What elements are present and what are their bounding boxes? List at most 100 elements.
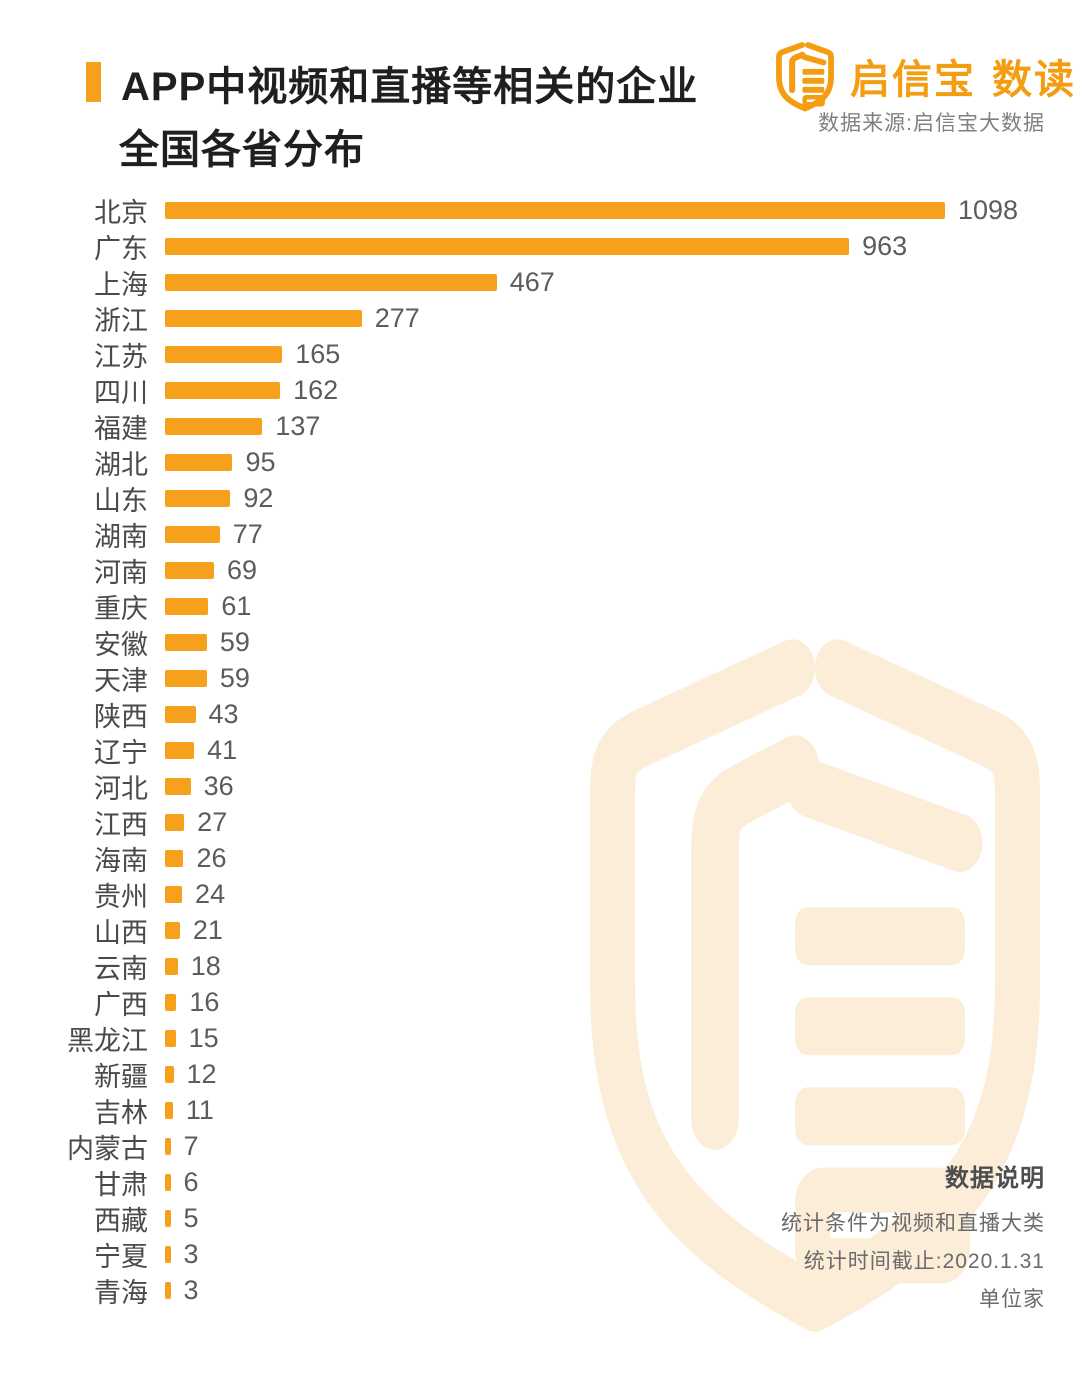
bar — [165, 1245, 171, 1263]
province-label: 北京 — [94, 197, 148, 228]
chart-row: 天津 59 — [0, 660, 1080, 696]
bar-value: 77 — [232, 518, 263, 549]
province-label: 青海 — [94, 1277, 148, 1308]
chart-row: 北京 1098 — [0, 192, 1080, 228]
qixinbao-shield-icon — [776, 42, 834, 112]
data-source-caption: 数据来源:启信宝大数据 — [818, 112, 1045, 135]
chart-row: 贵州 24 — [0, 876, 1080, 912]
notes-line-2: 统计时间截止:2020.1.31 — [803, 1250, 1045, 1273]
chart-row: 陕西 43 — [0, 696, 1080, 732]
province-label: 天津 — [94, 665, 148, 696]
bar — [165, 669, 207, 687]
bar — [165, 1029, 176, 1047]
province-label: 云南 — [94, 953, 148, 984]
data-notes: 数据说明 统计条件为视频和直播大类 统计时间截止:2020.1.31 单位家 — [781, 1158, 1045, 1319]
province-label: 安徽 — [94, 629, 148, 660]
province-label: 湖北 — [94, 449, 148, 480]
province-label: 黑龙江 — [67, 1025, 148, 1056]
bar — [165, 705, 196, 723]
bar-value: 7 — [183, 1130, 199, 1161]
chart-row: 河南 69 — [0, 552, 1080, 588]
bar — [165, 1173, 171, 1191]
brand-name: 启信宝 — [850, 58, 976, 102]
bar-value: 26 — [196, 842, 227, 873]
bar — [165, 453, 233, 471]
bar-value: 43 — [208, 698, 239, 729]
province-label: 西藏 — [94, 1205, 148, 1236]
province-label: 浙江 — [94, 305, 148, 336]
bar-value: 59 — [219, 626, 250, 657]
province-label: 广西 — [94, 989, 148, 1020]
chart-row: 西藏 5 — [0, 1200, 1080, 1236]
chart-row: 浙江 277 — [0, 300, 1080, 336]
bar-value: 36 — [203, 770, 234, 801]
bar-value: 15 — [188, 1022, 219, 1053]
bar-value: 59 — [219, 662, 250, 693]
bar — [165, 1101, 173, 1119]
title-accent-bar — [86, 62, 101, 102]
page-title-line2: 全国各省分布 — [119, 128, 365, 172]
province-label: 宁夏 — [94, 1241, 148, 1272]
bar-value: 467 — [509, 266, 555, 297]
chart-row: 重庆 61 — [0, 588, 1080, 624]
bar-value: 1098 — [958, 194, 1019, 225]
chart-row: 云南 18 — [0, 948, 1080, 984]
bar-value: 69 — [227, 554, 258, 585]
chart-row: 湖北 95 — [0, 444, 1080, 480]
chart-row: 山东 92 — [0, 480, 1080, 516]
bar-value: 92 — [243, 482, 274, 513]
bar-value: 24 — [195, 878, 226, 909]
bar-value: 3 — [183, 1238, 199, 1269]
chart-row: 新疆 12 — [0, 1056, 1080, 1092]
bar — [165, 849, 184, 867]
province-label: 河北 — [94, 773, 148, 804]
bar — [165, 741, 195, 759]
province-label: 辽宁 — [94, 737, 148, 768]
notes-heading: 数据说明 — [945, 1165, 1045, 1192]
chart-row: 吉林 11 — [0, 1092, 1080, 1128]
bar-value: 18 — [190, 950, 221, 981]
chart-row: 海南 26 — [0, 840, 1080, 876]
bar-chart: 北京 1098 广东 963 上海 467 浙江 277 江苏 165 四川 162 福建 137 湖北 95… — [0, 192, 1080, 1308]
bar — [165, 381, 281, 399]
chart-row: 甘肃 6 — [0, 1164, 1080, 1200]
province-label: 内蒙古 — [67, 1133, 148, 1164]
bar — [165, 633, 207, 651]
bar — [165, 237, 850, 255]
bar — [165, 777, 191, 795]
province-label: 山东 — [94, 485, 148, 516]
bar-value: 12 — [186, 1058, 217, 1089]
bar — [165, 597, 209, 615]
chart-row: 江苏 165 — [0, 336, 1080, 372]
bar-value: 6 — [183, 1166, 199, 1197]
bar — [165, 921, 180, 939]
bar — [165, 525, 220, 543]
bar — [165, 885, 183, 903]
chart-row: 内蒙古 7 — [0, 1128, 1080, 1164]
bar-value: 16 — [189, 986, 220, 1017]
bar-value: 277 — [374, 302, 420, 333]
bar-value: 27 — [197, 806, 228, 837]
bar — [165, 417, 263, 435]
brand-suffix: 数读 — [992, 58, 1076, 102]
chart-row: 山西 21 — [0, 912, 1080, 948]
chart-row: 江西 27 — [0, 804, 1080, 840]
bar-value: 162 — [293, 374, 339, 405]
bar-value: 165 — [295, 338, 341, 369]
province-label: 广东 — [94, 233, 148, 264]
chart-row: 广东 963 — [0, 228, 1080, 264]
bar — [165, 1209, 171, 1227]
chart-row: 安徽 59 — [0, 624, 1080, 660]
chart-row: 四川 162 — [0, 372, 1080, 408]
province-label: 重庆 — [94, 593, 148, 624]
bar — [165, 993, 177, 1011]
bar-value: 41 — [207, 734, 238, 765]
bar-value: 11 — [185, 1094, 214, 1125]
province-label: 山西 — [94, 917, 148, 948]
province-label: 贵州 — [94, 881, 148, 912]
bar — [165, 1065, 174, 1083]
chart-row: 黑龙江 15 — [0, 1020, 1080, 1056]
province-label: 江苏 — [94, 341, 148, 372]
bar — [165, 273, 497, 291]
chart-row: 福建 137 — [0, 408, 1080, 444]
